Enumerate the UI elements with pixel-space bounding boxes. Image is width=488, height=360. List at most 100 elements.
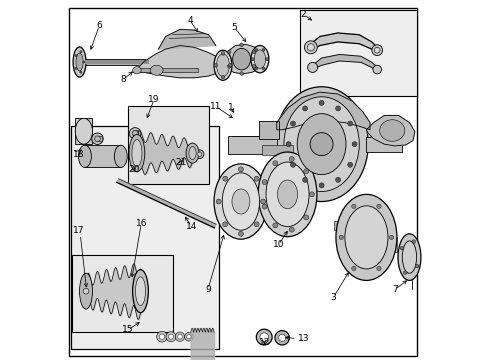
Circle shape <box>376 266 380 271</box>
Circle shape <box>252 64 255 68</box>
Circle shape <box>285 141 290 147</box>
Ellipse shape <box>258 152 316 237</box>
Circle shape <box>303 169 308 174</box>
Bar <box>97 135 102 141</box>
Bar <box>228 135 276 154</box>
Text: 6: 6 <box>96 21 102 30</box>
Ellipse shape <box>92 133 103 144</box>
Circle shape <box>256 329 271 345</box>
Circle shape <box>278 334 285 341</box>
Text: 17: 17 <box>73 226 84 235</box>
Circle shape <box>260 199 265 204</box>
Circle shape <box>411 240 415 243</box>
Bar <box>72 255 172 332</box>
Text: 1: 1 <box>227 103 233 112</box>
Circle shape <box>221 75 224 79</box>
Ellipse shape <box>214 164 267 239</box>
Circle shape <box>372 65 381 74</box>
Circle shape <box>347 121 352 126</box>
Circle shape <box>319 183 324 188</box>
Circle shape <box>252 50 255 54</box>
Polygon shape <box>276 92 369 130</box>
Circle shape <box>304 41 317 54</box>
Bar <box>85 145 121 167</box>
Text: 20: 20 <box>128 166 140 175</box>
Ellipse shape <box>335 194 396 280</box>
Circle shape <box>156 331 167 342</box>
Ellipse shape <box>222 173 259 230</box>
Circle shape <box>309 133 332 156</box>
Ellipse shape <box>76 53 83 71</box>
Circle shape <box>262 48 264 51</box>
Ellipse shape <box>75 118 92 144</box>
Circle shape <box>276 337 278 339</box>
Text: 12: 12 <box>258 338 269 347</box>
Ellipse shape <box>254 50 265 68</box>
Ellipse shape <box>132 139 142 167</box>
Ellipse shape <box>277 180 297 209</box>
Circle shape <box>239 43 243 46</box>
Ellipse shape <box>216 54 229 77</box>
Circle shape <box>347 162 352 167</box>
Circle shape <box>254 48 257 51</box>
Bar <box>75 118 92 144</box>
Circle shape <box>132 131 138 136</box>
Text: 21: 21 <box>175 158 186 167</box>
Circle shape <box>262 67 264 70</box>
Circle shape <box>216 199 221 204</box>
Circle shape <box>276 339 278 341</box>
Circle shape <box>373 47 379 53</box>
Ellipse shape <box>78 145 91 167</box>
Ellipse shape <box>231 189 249 214</box>
Bar <box>258 121 278 139</box>
Text: 18: 18 <box>73 150 84 159</box>
Circle shape <box>186 334 191 339</box>
Ellipse shape <box>379 120 404 141</box>
Bar <box>133 68 198 72</box>
Polygon shape <box>312 54 376 72</box>
Bar <box>261 145 293 155</box>
Circle shape <box>260 333 268 341</box>
Circle shape <box>75 55 77 57</box>
Text: 10: 10 <box>272 240 284 249</box>
Text: 3: 3 <box>330 293 336 302</box>
Circle shape <box>165 332 176 342</box>
Bar <box>128 107 208 184</box>
Ellipse shape <box>188 147 196 159</box>
Circle shape <box>168 334 173 339</box>
Circle shape <box>197 152 202 156</box>
Text: 8: 8 <box>120 75 126 84</box>
Circle shape <box>335 177 340 183</box>
Polygon shape <box>158 30 215 49</box>
Circle shape <box>403 271 406 274</box>
Circle shape <box>272 223 277 228</box>
Bar <box>70 126 219 348</box>
Circle shape <box>290 121 295 126</box>
Bar <box>333 221 366 230</box>
Circle shape <box>129 128 141 139</box>
Circle shape <box>319 100 324 105</box>
Circle shape <box>302 106 307 111</box>
Ellipse shape <box>250 45 268 73</box>
Circle shape <box>251 58 254 60</box>
Circle shape <box>254 222 259 227</box>
Ellipse shape <box>132 67 141 74</box>
Circle shape <box>414 264 418 268</box>
Circle shape <box>83 288 89 294</box>
Text: 15: 15 <box>122 325 133 334</box>
Ellipse shape <box>274 87 367 202</box>
Ellipse shape <box>129 134 144 172</box>
Text: 14: 14 <box>185 222 197 231</box>
Text: 7: 7 <box>391 285 397 294</box>
Text: 16: 16 <box>135 219 147 228</box>
Circle shape <box>351 266 355 271</box>
Circle shape <box>351 141 356 147</box>
Circle shape <box>222 176 227 181</box>
Circle shape <box>254 67 257 70</box>
Ellipse shape <box>135 277 145 306</box>
Polygon shape <box>117 179 216 228</box>
Circle shape <box>238 231 243 236</box>
Circle shape <box>309 192 314 197</box>
Ellipse shape <box>114 145 127 167</box>
Circle shape <box>228 63 231 67</box>
